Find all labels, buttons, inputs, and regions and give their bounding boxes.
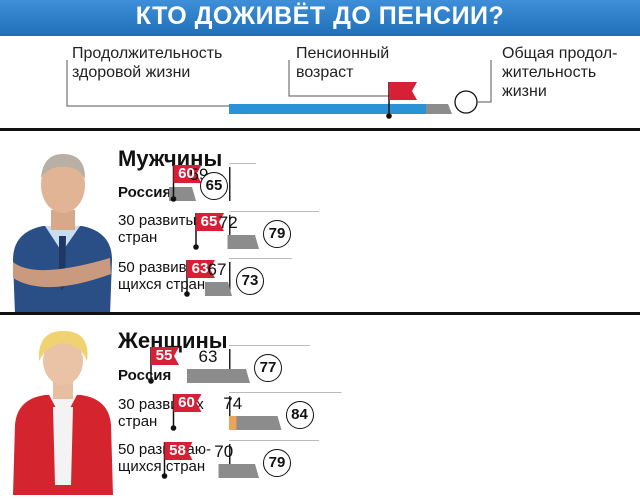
pension-age-label: 55 bbox=[155, 347, 173, 364]
section-title-men: Мужчины bbox=[118, 146, 223, 171]
row-axis bbox=[229, 396, 231, 430]
row-axis bbox=[229, 262, 231, 296]
total-life-label: 79 bbox=[263, 449, 291, 477]
row-label: Россия bbox=[118, 184, 172, 201]
section-divider bbox=[0, 128, 640, 131]
row-divider bbox=[229, 345, 310, 346]
legend-total-bar bbox=[426, 104, 452, 114]
flag-pole-base bbox=[170, 196, 177, 202]
row-axis bbox=[229, 215, 231, 249]
flag-pole-base bbox=[386, 113, 392, 119]
legend-total-circle bbox=[454, 90, 478, 114]
row-divider bbox=[229, 258, 292, 259]
flag-pole-base bbox=[170, 425, 177, 431]
row-axis bbox=[229, 167, 231, 201]
row-divider bbox=[229, 163, 256, 164]
pension-age-label: 60 bbox=[178, 394, 195, 411]
row-label: 30 развитых стран bbox=[118, 212, 204, 246]
row-axis bbox=[229, 444, 231, 478]
pension-age-label: 65 bbox=[200, 213, 218, 230]
section-divider bbox=[0, 312, 640, 315]
healthy-value-label: 72 bbox=[218, 213, 238, 232]
total-life-label: 77 bbox=[254, 354, 282, 382]
total-life-label: 65 bbox=[200, 172, 228, 200]
legend-bracket-total bbox=[478, 60, 492, 103]
pension-flag bbox=[187, 260, 215, 278]
title-band bbox=[0, 0, 640, 36]
woman-photo bbox=[13, 331, 113, 495]
row-divider bbox=[229, 392, 342, 393]
legend-healthy-label: Продолжительность здоровой жизни bbox=[72, 45, 223, 81]
healthy-value-label: 63 bbox=[198, 347, 218, 366]
total-life-label: 73 bbox=[236, 267, 264, 295]
legend-pension-label: Пенсионный возраст bbox=[296, 45, 390, 81]
page-title: КТО ДОЖИВЁТ ДО ПЕНСИИ? bbox=[135, 2, 505, 30]
pension-flag bbox=[164, 442, 193, 460]
row-axis bbox=[229, 349, 231, 383]
healthy-value-label: 70 bbox=[214, 442, 234, 461]
flag-pole-base bbox=[193, 244, 199, 250]
pension-flag bbox=[196, 213, 224, 231]
pension-flag bbox=[173, 394, 202, 412]
pension-flag bbox=[389, 82, 417, 100]
row-divider bbox=[229, 440, 319, 441]
flag-pole-base bbox=[184, 291, 190, 297]
flag-pole-base bbox=[161, 473, 168, 479]
total-bar bbox=[205, 282, 232, 296]
total-bar bbox=[218, 464, 259, 478]
man-photo bbox=[13, 154, 112, 315]
row-divider bbox=[229, 211, 319, 212]
healthy-value-label: 67 bbox=[207, 260, 227, 279]
pension-flag bbox=[173, 165, 202, 183]
healthy-bar bbox=[229, 416, 237, 430]
legend-healthy-bar bbox=[229, 104, 426, 114]
total-life-label: 79 bbox=[263, 220, 291, 248]
total-bar bbox=[187, 369, 250, 383]
total-bar bbox=[236, 416, 282, 430]
pension-age-label: 63 bbox=[191, 260, 209, 277]
flag-pole-base bbox=[148, 378, 154, 384]
pension-flag bbox=[151, 347, 179, 365]
legend-total-label: Общая продол-жительность жизни bbox=[502, 45, 618, 100]
legend-bracket-pension bbox=[288, 60, 389, 97]
pension-age-label: 58 bbox=[169, 442, 186, 459]
total-life-label: 84 bbox=[285, 401, 314, 429]
row-label: Россия bbox=[118, 367, 172, 384]
legend-bracket-healthy bbox=[66, 60, 229, 107]
total-bar bbox=[227, 235, 259, 249]
pension-age-label: 60 bbox=[178, 165, 195, 182]
healthy-value-label: 74 bbox=[223, 394, 243, 413]
